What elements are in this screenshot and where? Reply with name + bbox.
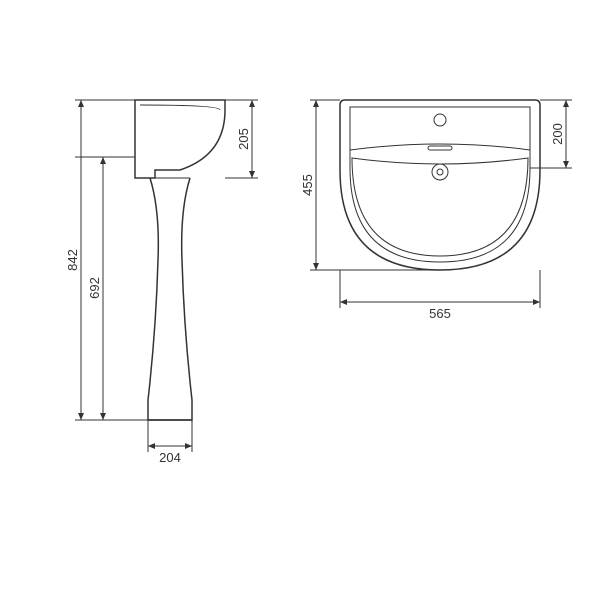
dim-total-height: 842 [65, 249, 80, 271]
technical-drawing: 205 692 842 204 [0, 0, 600, 600]
dim-width: 565 [429, 306, 451, 321]
dim-depth: 455 [300, 174, 315, 196]
side-view: 205 692 842 204 [65, 100, 258, 465]
dim-basin-depth: 205 [236, 128, 251, 150]
top-view: 200 455 565 [300, 100, 572, 321]
dim-pedestal-height: 692 [87, 277, 102, 299]
dim-rear-inset: 200 [550, 123, 565, 145]
dim-pedestal-width: 204 [159, 450, 181, 465]
